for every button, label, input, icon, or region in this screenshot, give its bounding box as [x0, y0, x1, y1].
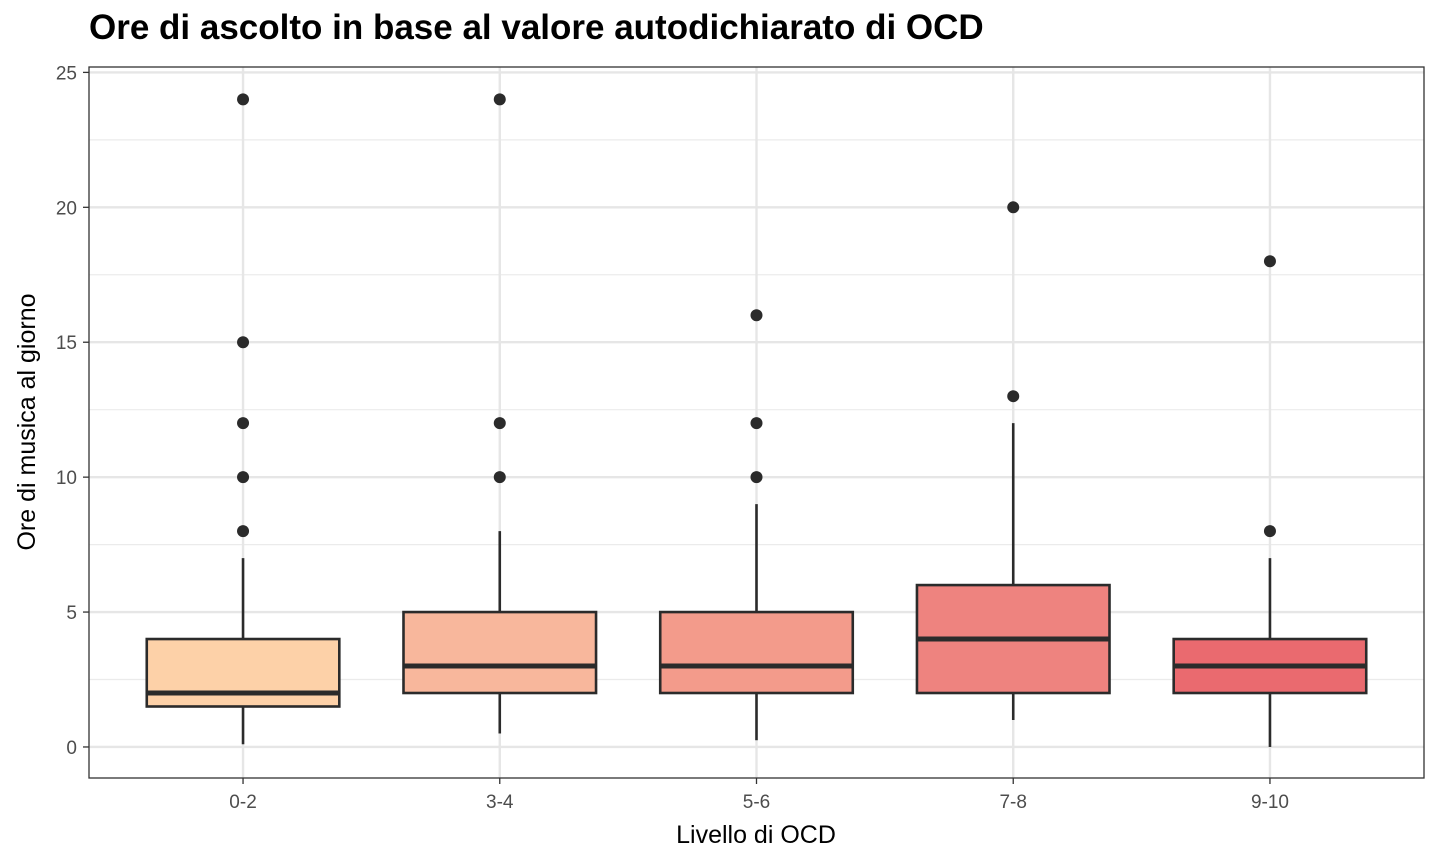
box-iqr — [402, 610, 598, 695]
y-tick-label: 25 — [56, 63, 77, 84]
outlier-point — [750, 471, 763, 484]
outlier-point — [237, 417, 250, 430]
outlier-point — [237, 471, 250, 484]
y-axis: 0 5 10 15 20 25 — [56, 63, 89, 759]
y-tick-label: 5 — [66, 603, 77, 624]
box-iqr — [658, 610, 855, 695]
box-0-2 — [145, 93, 341, 745]
outlier-point — [1263, 255, 1276, 268]
box-9-10 — [1172, 255, 1368, 747]
outlier-point — [750, 417, 763, 430]
outlier-point — [1263, 525, 1276, 538]
outlier-point — [1007, 390, 1020, 403]
x-tick-label: 0-2 — [229, 792, 256, 813]
y-tick-label: 20 — [56, 198, 77, 219]
x-tick-label: 7-8 — [999, 792, 1026, 813]
outlier-point — [237, 93, 250, 106]
y-tick-label: 0 — [66, 738, 77, 759]
outlier-point — [237, 525, 250, 538]
outlier-point — [237, 336, 250, 349]
outlier-point — [493, 93, 506, 106]
box-7-8 — [915, 201, 1111, 720]
x-tick-label: 3-4 — [486, 792, 514, 813]
x-axis-title: Livello di OCD — [676, 821, 836, 849]
y-tick-label: 15 — [56, 333, 77, 354]
outlier-point — [1007, 201, 1020, 214]
y-axis-title: Ore di musica al giorno — [13, 293, 41, 550]
box-3-4 — [402, 93, 598, 734]
x-tick-label: 5-6 — [743, 792, 770, 813]
chart-title: Ore di ascolto in base al valore autodic… — [89, 8, 984, 47]
box-5-6 — [658, 309, 855, 741]
box-series — [145, 93, 1368, 747]
x-tick-label: 9-10 — [1251, 792, 1289, 813]
outlier-point — [493, 471, 506, 484]
y-tick-label: 10 — [56, 468, 77, 489]
x-axis: 0-2 3-4 5-6 7-8 9-10 — [229, 778, 1289, 813]
outlier-point — [750, 309, 763, 322]
outlier-point — [493, 417, 506, 430]
box-iqr — [145, 637, 341, 708]
